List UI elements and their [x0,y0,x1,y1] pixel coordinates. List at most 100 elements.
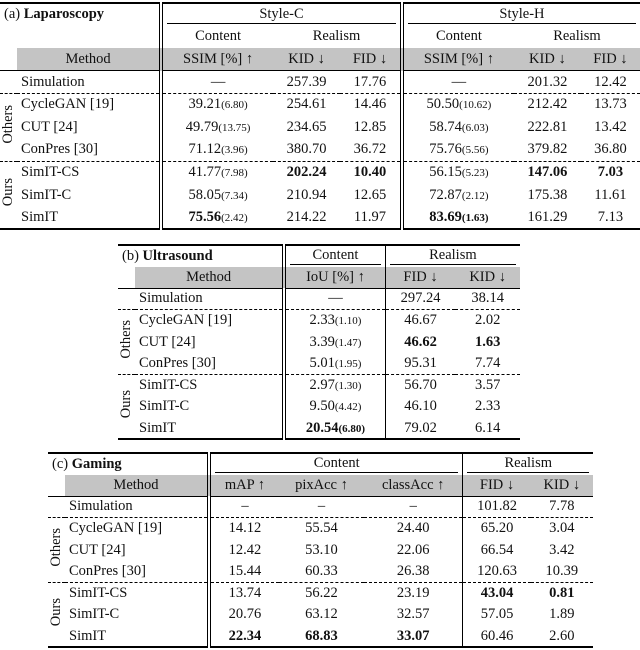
group-name: Style-H [407,6,636,24]
method-name: Simulation [21,73,85,90]
value: 254.61 [286,96,327,113]
value: 1.63 [474,333,501,350]
value: 22.06 [396,541,430,558]
value-cell: 53.10 [279,539,364,561]
method-cell: ConPres [30] [65,561,209,583]
group-header: Realism [384,245,520,267]
value-cell: 11.61 [581,184,640,207]
value-cell: 71.12(3.96) [159,138,274,162]
value: 3.39 [309,333,335,350]
method-header-cell: Method [17,48,162,72]
method-header-cell: Method [65,474,209,497]
std-value: (6.80) [221,99,248,112]
column-header: KID ↓ [529,50,566,67]
value: 257.39 [286,73,327,90]
value: 39.21 [188,96,222,113]
caption-label: (c) [52,455,69,472]
std-value: (6.80) [338,422,366,435]
value: 36.72 [353,141,387,158]
value: 56.15 [429,164,462,181]
method-name: ConPres [30] [69,563,146,580]
value: 101.82 [477,498,517,515]
value: 66.54 [480,541,514,558]
table-row: CUT [24] 3.39(1.47) 46.62 1.63 [118,331,520,353]
results-table: (b) Ultrasound Content Realism Method IoU [%… [118,244,520,441]
method-header: Method [186,268,232,285]
value-cell: 12.42 [581,71,640,94]
method-cell: SimIT-C [17,184,161,207]
table-row: Method mAP ↑ pixAcc ↑ classAcc ↑ FID ↓ KID ↓ [48,474,593,497]
column-header-cell: FID ↓ [340,48,402,72]
value-cell: 212.42 [513,92,581,116]
group-name: Style-C [167,6,396,24]
value: 49.79 [185,118,219,135]
table-row: Others CycleGAN [19] 14.12 55.54 24.40 65.20 3… [48,517,593,583]
column-header-cell: pixAcc ↑ [279,474,364,497]
value-cell: 2.33(1.10) [282,309,386,332]
value: 46.67 [404,312,437,329]
value: 234.65 [286,118,327,135]
method-name: SimIT-C [139,398,190,415]
std-value: (1.10) [334,315,362,328]
value-cell: 65.20 [462,517,531,540]
std-value: (13.75) [218,121,251,134]
value: 379.82 [527,141,568,158]
value-cell: 43.04 [462,582,531,605]
value: 56.70 [404,377,437,394]
method-name: SimIT [21,208,59,225]
value: 5.01 [309,355,335,372]
value-cell: 214.22 [273,206,340,229]
method-cell: SimIT-C [65,604,209,626]
group-name: Content [214,455,459,474]
group-name: Content [290,247,381,266]
method-header-cell: Method [135,266,285,289]
value-cell: — [399,70,514,94]
column-header-cell: KID ↓ [530,474,593,497]
value: 11.61 [594,186,627,203]
value-cell: 22.34 [206,625,280,648]
results-table: (c) Gaming Content Realism Method mAP ↑ pixAc… [48,452,593,649]
value: 210.94 [286,186,327,203]
table-row: SimIT-C 20.76 63.12 32.57 57.05 1.89 [48,604,593,626]
method-cell: SimIT-CS [17,160,162,184]
value: 71.12 [188,141,222,158]
column-header-cell: FID ↓ [384,266,456,289]
method-cell: CycleGAN [19] [17,92,162,116]
method-name: SimIT-CS [69,585,128,602]
method-name: CUT [24] [69,541,126,558]
value-cell: 7.78 [531,496,593,518]
value-cell: 24.40 [363,517,463,540]
table-row: (c) Gaming Content Realism [48,453,593,475]
value: 12.42 [228,541,262,558]
caption-title: Laparoscopy [23,6,105,23]
value: 2.02 [474,312,501,329]
method-cell: ConPres [30] [135,353,284,375]
method-cell: SimIT-CS [135,374,285,397]
column-header: FID ↓ [593,50,628,67]
value-cell: 254.61 [273,92,341,116]
table-row: Ours SimIT-CS 41.77(7.98) 202.24 10.40 56.15(… [0,160,640,229]
subgroup-header: Realism [514,26,640,49]
value: 55.54 [305,520,338,537]
value: 380.70 [286,141,327,158]
value: 15.44 [228,563,262,580]
value: 68.83 [305,627,338,644]
value: 2.97 [309,377,335,394]
value: 212.42 [527,96,568,113]
column-header-cell: SSIM [%] ↑ [159,48,274,72]
method-cell: Simulation [65,496,209,518]
value-cell: 14.12 [206,517,280,540]
table-row: Simulation — 257.39 17.76 — 201.32 12.42 [0,70,640,94]
value-cell: 38.14 [455,288,520,310]
method-name: CycleGAN [19] [21,96,115,113]
std-value: (1.63) [461,211,489,224]
value-cell: 101.82 [462,496,531,518]
column-header-cell: KID ↓ [513,48,581,72]
section-label: Others [0,105,16,145]
value-cell: 14.46 [340,92,402,116]
table-row: SimIT 20.54(6.80) 79.02 6.14 [118,417,520,440]
value: — [328,290,343,307]
value: 50.50 [426,96,460,113]
method-name: ConPres [30] [21,141,98,158]
value: — [451,73,467,90]
